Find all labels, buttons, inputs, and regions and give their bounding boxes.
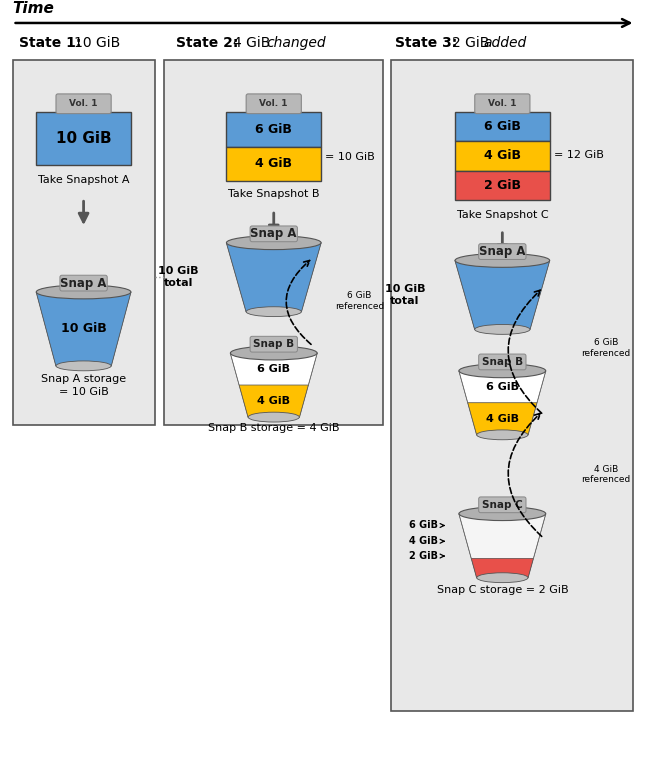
Polygon shape [459,371,546,403]
Text: 4 GiB: 4 GiB [484,150,521,163]
Text: State 2:: State 2: [176,36,238,49]
Text: added: added [483,36,527,49]
Polygon shape [459,514,546,559]
Ellipse shape [246,307,301,317]
FancyBboxPatch shape [391,60,633,711]
Text: = 10 GiB: = 10 GiB [325,152,375,162]
Ellipse shape [455,254,550,268]
FancyBboxPatch shape [475,94,530,114]
Bar [226,147,321,181]
Polygon shape [239,385,308,417]
Bar [226,112,321,147]
Text: Snap A: Snap A [479,245,526,258]
Text: 6 GiB: 6 GiB [484,120,521,133]
Text: Take Snapshot C: Take Snapshot C [457,211,548,220]
Ellipse shape [459,364,546,378]
Polygon shape [226,242,321,312]
Ellipse shape [475,325,530,334]
Text: Vol. 1: Vol. 1 [259,100,288,108]
Polygon shape [231,353,317,417]
Text: 6 GiB: 6 GiB [257,364,290,374]
Bar [455,171,550,201]
Ellipse shape [477,573,528,583]
Bar [36,112,131,165]
Text: 4 GiB: 4 GiB [233,36,275,49]
Ellipse shape [459,507,546,521]
FancyBboxPatch shape [250,337,297,352]
Polygon shape [36,292,131,366]
Text: 6 GiB: 6 GiB [410,521,438,530]
Bar [455,112,550,141]
Ellipse shape [248,412,299,422]
Text: Take Snapshot A: Take Snapshot A [38,175,130,185]
Text: 10 GiB: 10 GiB [61,322,106,335]
Polygon shape [226,242,321,312]
FancyBboxPatch shape [479,244,526,259]
Text: Snap A: Snap A [251,227,297,240]
FancyBboxPatch shape [165,60,383,425]
Text: 10 GiB: 10 GiB [56,131,111,146]
FancyBboxPatch shape [60,275,107,291]
Text: 4 GiB: 4 GiB [255,157,292,170]
Text: 4 GiB: 4 GiB [257,396,290,406]
Text: Vol. 1: Vol. 1 [69,100,98,108]
Ellipse shape [36,285,131,299]
FancyBboxPatch shape [250,226,297,242]
Polygon shape [231,353,317,385]
Text: Snap C storage = 2 GiB: Snap C storage = 2 GiB [437,584,568,594]
Text: Snap C: Snap C [482,500,523,510]
Ellipse shape [231,346,317,360]
Text: Snap B: Snap B [481,357,523,367]
Text: 10 GiB
total: 10 GiB total [384,283,425,306]
Polygon shape [455,261,550,329]
Text: 6 GiB
referenced: 6 GiB referenced [581,338,631,358]
Text: 4 GiB
referenced: 4 GiB referenced [581,464,631,484]
Text: 2 GiB: 2 GiB [410,551,438,561]
FancyBboxPatch shape [56,94,111,114]
Text: 10 GiB: 10 GiB [74,36,120,49]
FancyBboxPatch shape [246,94,301,114]
FancyBboxPatch shape [479,354,526,370]
Text: Snap A: Snap A [60,277,107,290]
Text: Snap A storage
= 10 GiB: Snap A storage = 10 GiB [41,374,126,397]
Text: 4 GiB: 4 GiB [410,537,438,546]
Text: 6 GiB: 6 GiB [255,123,292,136]
Text: Vol. 1: Vol. 1 [488,100,516,108]
Text: changed: changed [266,36,325,49]
Text: 2 GiB: 2 GiB [452,36,494,49]
Polygon shape [459,371,546,435]
Text: 6 GiB
referenced: 6 GiB referenced [335,291,384,311]
Polygon shape [468,403,537,435]
Text: 2 GiB: 2 GiB [484,179,521,192]
Ellipse shape [56,361,111,371]
Polygon shape [471,559,533,578]
Ellipse shape [226,236,321,249]
Polygon shape [36,292,131,366]
Text: 4 GiB: 4 GiB [486,414,519,424]
Polygon shape [455,261,550,329]
Ellipse shape [477,430,528,440]
Text: = 12 GiB: = 12 GiB [553,150,603,160]
FancyBboxPatch shape [479,497,526,513]
Text: Take Snapshot B: Take Snapshot B [228,189,319,199]
Text: Time: Time [13,1,54,16]
FancyBboxPatch shape [13,60,154,425]
Text: State 3:: State 3: [395,36,457,49]
Text: Snap B: Snap B [253,339,294,349]
Text: 6 GiB: 6 GiB [486,382,519,392]
Polygon shape [459,514,546,578]
Text: Snap B storage = 4 GiB: Snap B storage = 4 GiB [208,423,340,433]
Bar [455,141,550,171]
Text: State 1:: State 1: [19,36,81,49]
Text: 10 GiB
total: 10 GiB total [158,266,198,288]
